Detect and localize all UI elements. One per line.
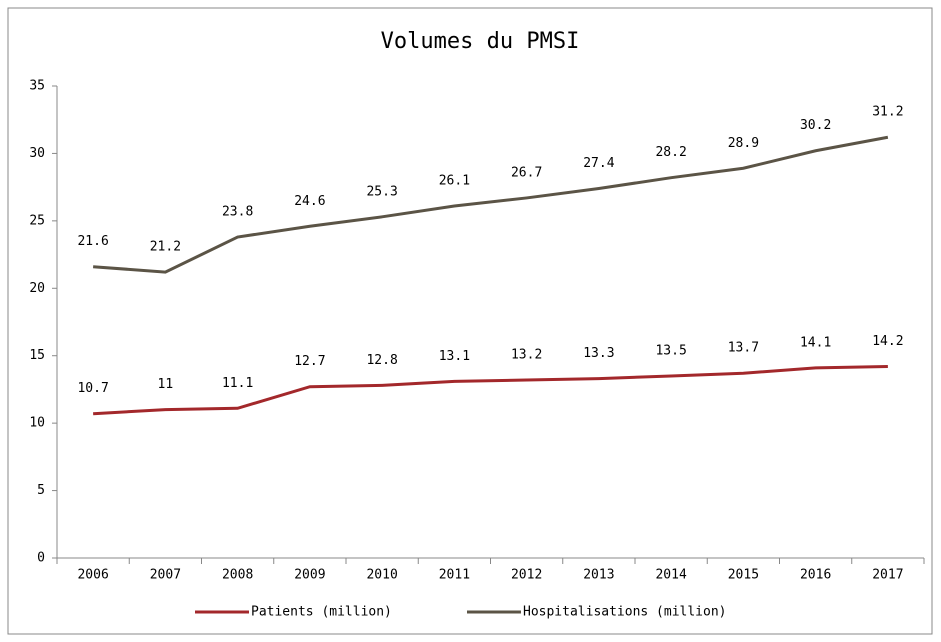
data-label: 28.9 [728,136,759,151]
data-label: 11.1 [222,376,253,391]
data-label: 12.7 [294,354,325,369]
x-tick-label: 2014 [655,568,686,583]
x-tick-label: 2016 [800,568,831,583]
chart-title: Volumes du PMSI [381,29,580,54]
data-label: 26.1 [439,174,470,189]
y-tick-label: 15 [29,348,45,363]
x-tick-label: 2010 [366,568,397,583]
y-tick-label: 30 [29,146,45,161]
data-label: 24.6 [294,194,325,209]
chart-border [7,7,933,635]
y-tick-label: 20 [29,281,45,296]
legend-label: Hospitalisations (million) [523,605,727,620]
data-label: 13.3 [583,346,614,361]
x-tick-label: 2012 [511,568,542,583]
series-line [93,135,889,274]
x-tick-label: 2017 [872,568,903,583]
y-tick-label: 35 [29,79,45,94]
series-line [93,365,888,416]
data-label: 14.2 [872,334,903,349]
data-label: 21.2 [150,240,181,255]
x-tick-label: 2013 [583,568,614,583]
x-tick-label: 2009 [294,568,325,583]
x-tick-label: 2015 [728,568,759,583]
data-label: 11 [158,377,174,392]
y-tick-label: 10 [29,416,45,431]
data-label: 13.2 [511,347,542,362]
y-tick-label: 0 [37,551,45,566]
data-label: 14.1 [800,335,831,350]
x-tick-label: 2008 [222,568,253,583]
x-tick-label: 2006 [77,568,108,583]
data-label: 31.2 [872,105,903,120]
legend-label: Patients (million) [251,605,392,620]
data-label: 26.7 [511,165,542,180]
data-label: 23.8 [222,205,253,220]
y-tick-label: 5 [37,483,45,498]
y-tick-label: 25 [29,213,45,228]
data-label: 28.2 [655,145,686,160]
data-label: 13.5 [655,343,686,358]
data-label: 12.8 [366,353,397,368]
data-label: 25.3 [366,184,397,199]
x-tick-label: 2007 [150,568,181,583]
data-label: 27.4 [583,156,614,171]
data-label: 13.1 [439,349,470,364]
x-tick-label: 2011 [439,568,470,583]
data-label: 30.2 [800,118,831,133]
data-label: 21.6 [77,234,108,249]
data-label: 10.7 [77,381,108,396]
data-label: 13.7 [728,341,759,356]
